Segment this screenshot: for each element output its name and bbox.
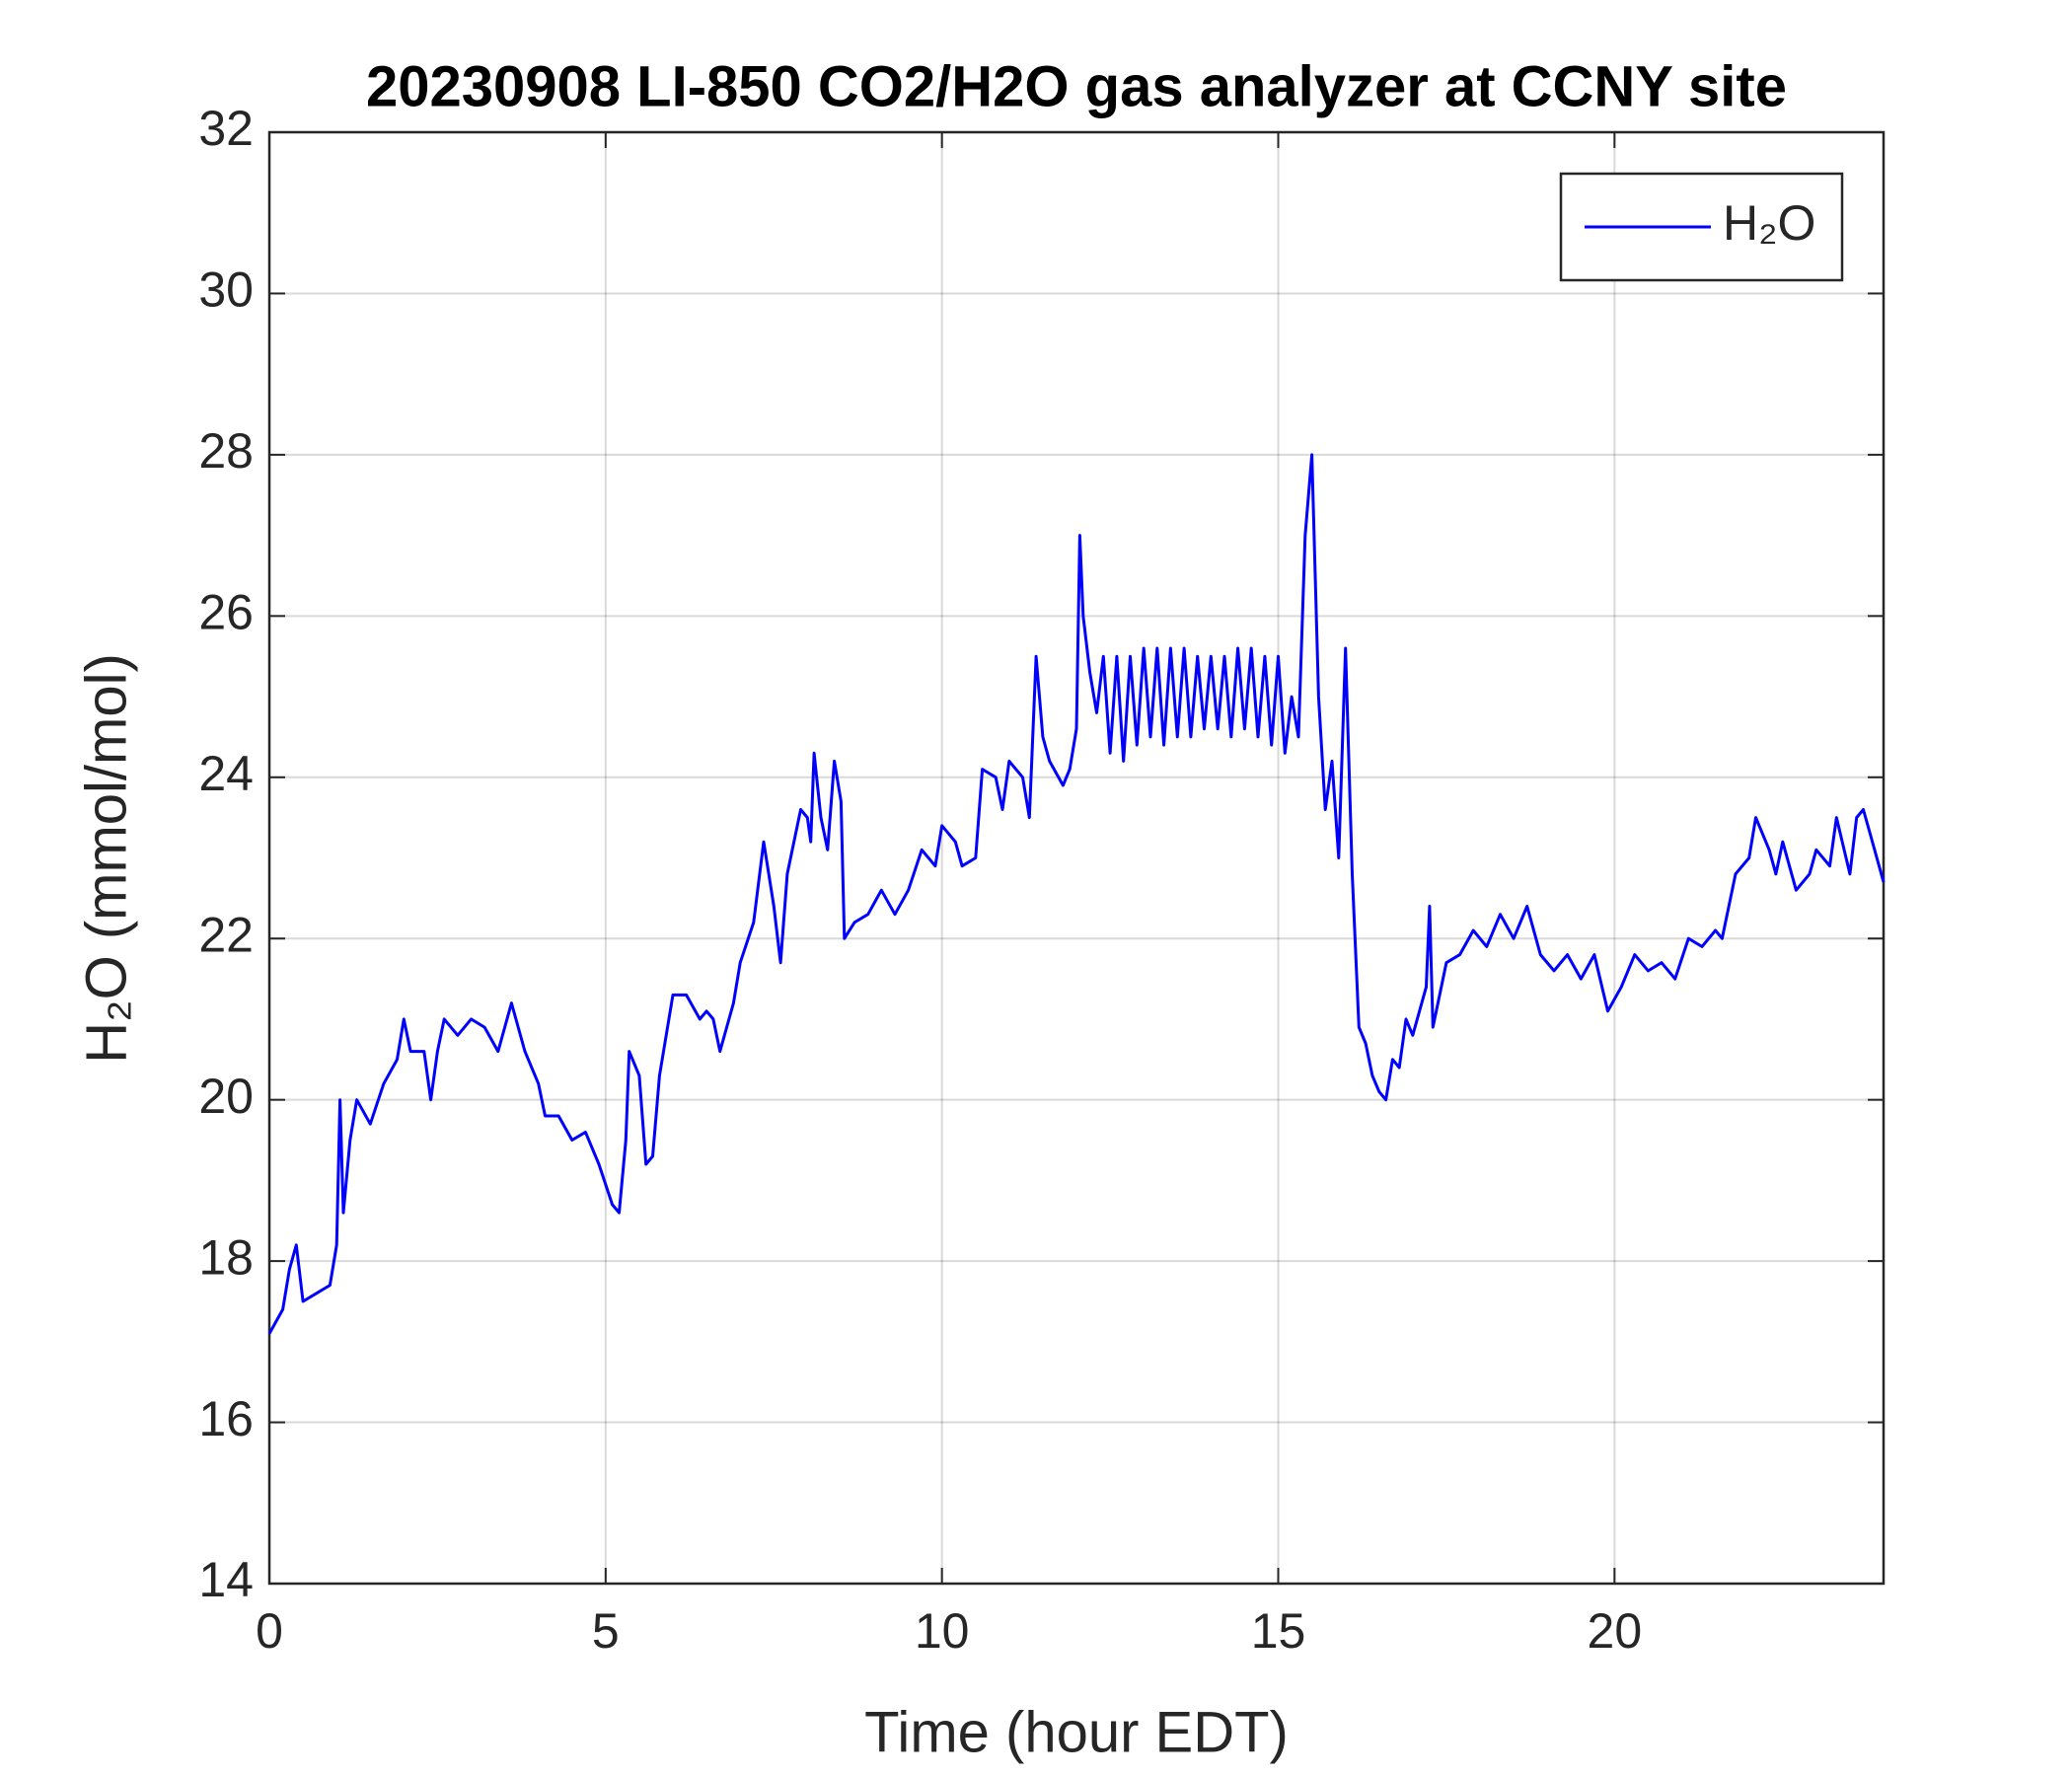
y-tick-label: 32 — [198, 101, 254, 156]
y-tick-label: 14 — [198, 1552, 254, 1607]
y-tick-label: 26 — [198, 585, 254, 640]
x-tick-label: 0 — [256, 1603, 283, 1659]
y-tick-label: 28 — [198, 423, 254, 479]
chart-title: 20230908 LI-850 CO2/H2O gas analyzer at … — [366, 54, 1787, 118]
x-axis-label: Time (hour EDT) — [864, 1700, 1289, 1764]
legend-label: H₂O — [1723, 195, 1815, 251]
x-tick-label: 15 — [1251, 1603, 1306, 1659]
y-tick-label: 22 — [198, 907, 254, 962]
y-tick-label: 16 — [198, 1391, 254, 1446]
x-tick-label: 5 — [592, 1603, 620, 1659]
y-tick-label: 18 — [198, 1229, 254, 1285]
plot-frame — [267, 130, 1886, 1586]
y-tick-label: 20 — [198, 1069, 254, 1124]
y-tick-label: 24 — [198, 746, 254, 801]
data-line — [267, 453, 1886, 1335]
y-tick-label: 30 — [198, 262, 254, 318]
x-tick-label: 10 — [915, 1603, 970, 1659]
x-tick-label: 20 — [1588, 1603, 1643, 1659]
y-axis-label: H₂O (mmol/mol) — [74, 653, 138, 1064]
